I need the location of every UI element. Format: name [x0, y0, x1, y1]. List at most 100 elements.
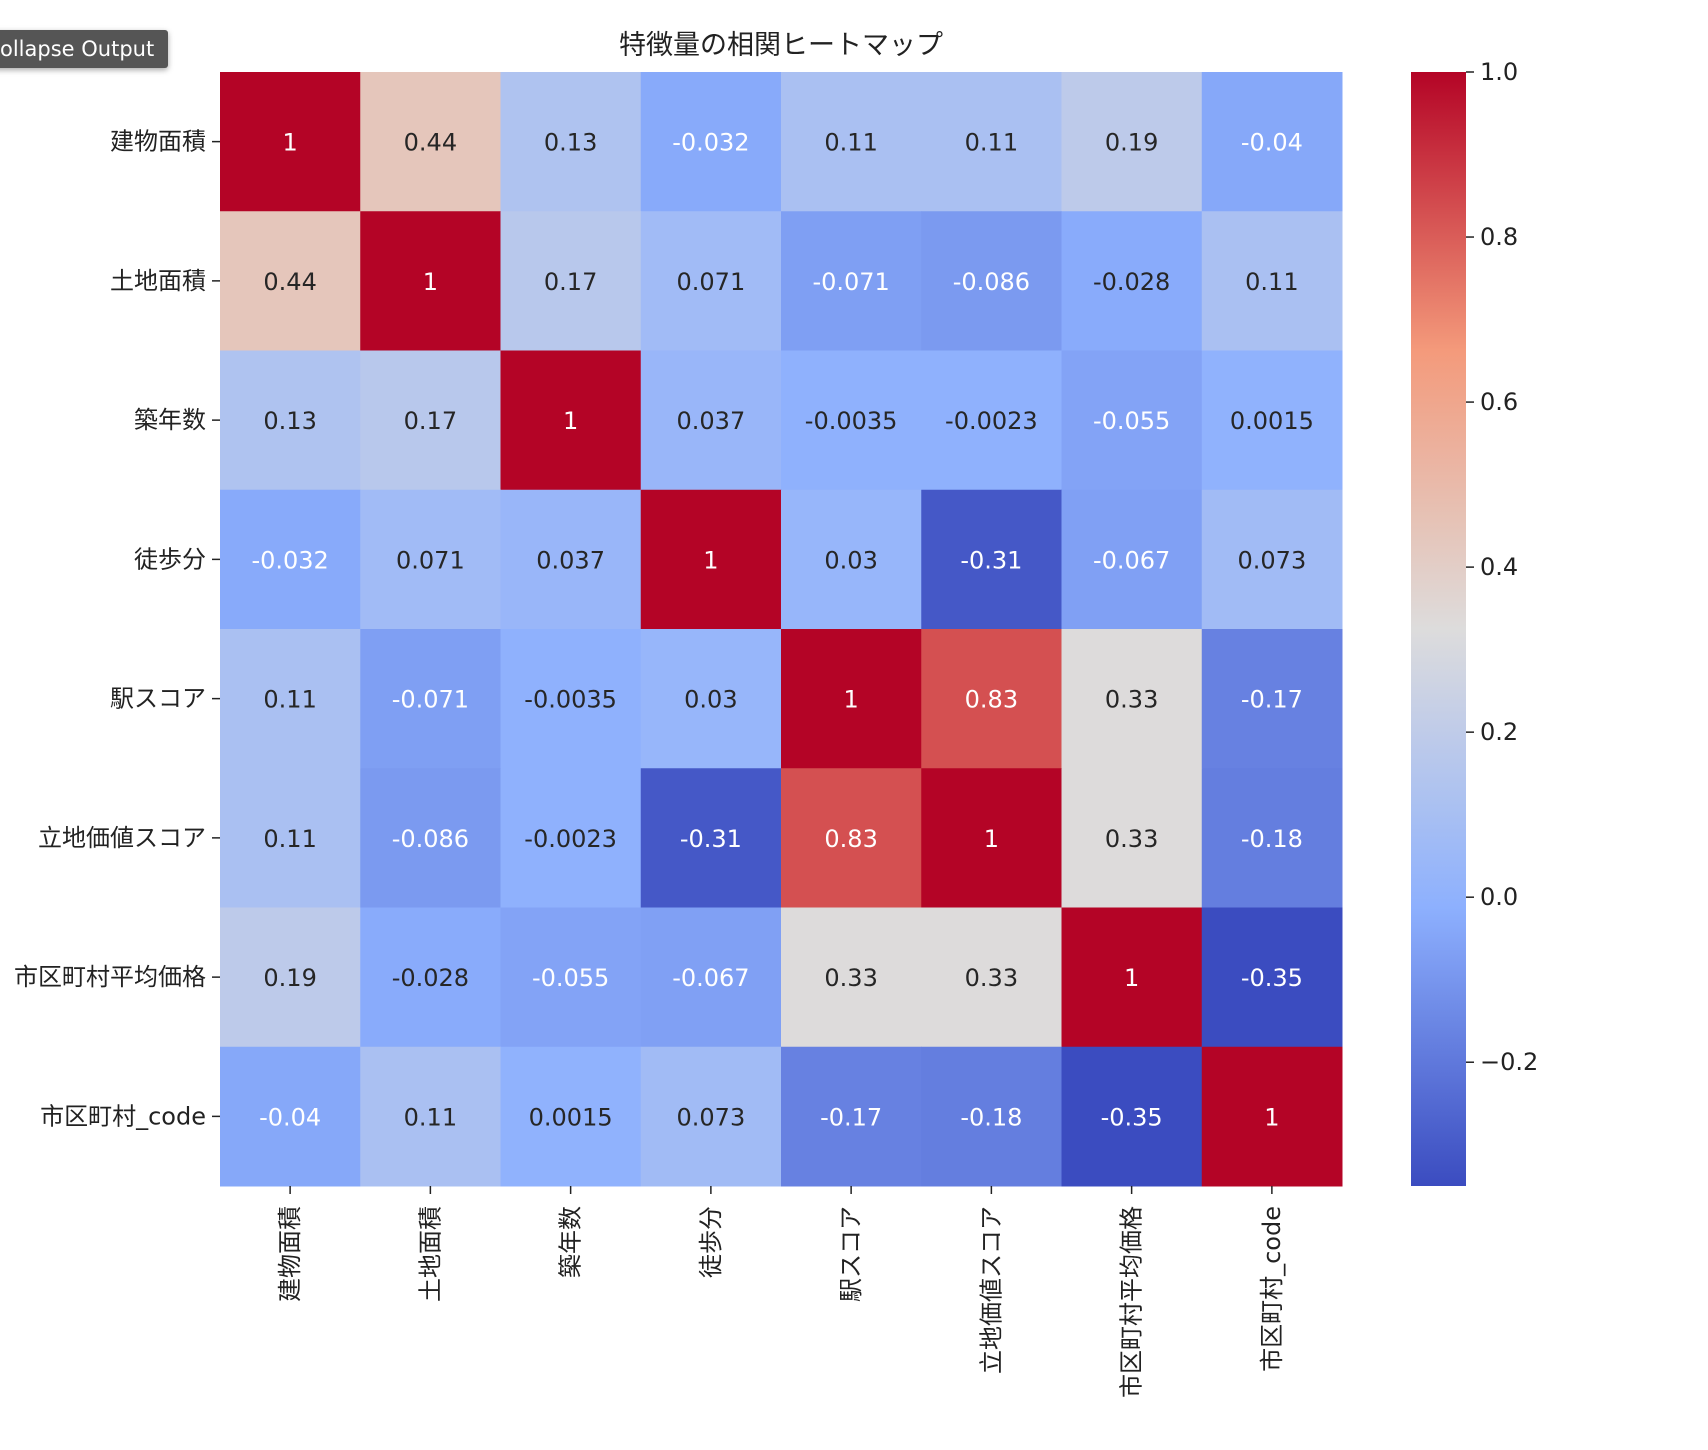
heatmap-cell — [360, 350, 501, 491]
heatmap-cell — [500, 350, 642, 491]
colorbar-tick-label: −0.2 — [1480, 1048, 1538, 1076]
cell-label: -0.17 — [820, 1103, 882, 1131]
chart-title: 特徴量の相関ヒートマップ — [619, 30, 943, 61]
heatmap-cell — [640, 1046, 782, 1187]
cell-label: -0.35 — [1101, 1103, 1163, 1131]
cell-label: -0.086 — [392, 825, 469, 853]
heatmap-cell — [781, 489, 922, 630]
cell-label: -0.055 — [1093, 407, 1170, 435]
colorbar-tick-label: 0.4 — [1480, 553, 1518, 581]
cell-label: -0.31 — [960, 546, 1022, 574]
colorbar-tick-label: 0.2 — [1480, 718, 1518, 746]
heatmap-cell — [640, 350, 782, 491]
heatmap-cell — [360, 489, 501, 630]
heatmap-cell — [921, 768, 1062, 908]
heatmap-cell — [640, 768, 782, 908]
cell-label: -0.17 — [1241, 686, 1303, 714]
y-tick-label: 駅スコア — [110, 685, 206, 713]
heatmap-cell — [500, 72, 642, 212]
heatmap-cell — [640, 72, 782, 212]
heatmap-cell — [781, 72, 922, 212]
heatmap-cell — [360, 907, 501, 1048]
heatmap-cell — [220, 350, 361, 491]
cell-label: 0.33 — [1105, 686, 1158, 714]
x-tick-label: 立地価値スコア — [977, 1206, 1005, 1374]
cell-label: -0.086 — [953, 268, 1030, 296]
y-tick-label: 立地価値スコア — [38, 824, 206, 852]
cell-label: 0.19 — [1105, 129, 1158, 157]
cell-label: -0.071 — [392, 686, 469, 714]
cell-label: 1 — [563, 407, 578, 435]
y-tick-label: 築年数 — [134, 406, 206, 434]
y-tick-label: 徒歩分 — [134, 545, 206, 573]
heatmap-cell — [781, 1046, 922, 1187]
heatmap-cell — [921, 72, 1062, 212]
cell-label: 1 — [423, 268, 438, 296]
heatmap-cell — [360, 211, 501, 351]
cell-label: 1 — [1264, 1103, 1279, 1131]
collapse-output-button[interactable]: ollapse Output — [0, 30, 169, 68]
x-tick-label: 築年数 — [557, 1206, 585, 1278]
heatmap-cell — [640, 489, 782, 630]
heatmap-cell — [220, 629, 361, 769]
heatmap-cell — [360, 768, 501, 908]
heatmap-cell — [220, 489, 361, 630]
heatmap-cell — [360, 1046, 501, 1187]
heatmap-cell — [500, 1046, 642, 1187]
heatmap-cell — [781, 350, 922, 491]
heatmap-cell — [1201, 1046, 1343, 1187]
heatmap-cell — [781, 629, 922, 769]
heatmap-cell — [921, 350, 1062, 491]
heatmap-cell — [1061, 768, 1203, 908]
cell-label: 0.0015 — [529, 1103, 613, 1131]
cell-label: 0.11 — [1245, 268, 1298, 296]
cell-label: 0.071 — [677, 268, 746, 296]
x-tick-label: 徒歩分 — [697, 1206, 725, 1278]
cell-label: 0.03 — [824, 546, 877, 574]
cell-label: 0.03 — [684, 686, 737, 714]
heatmap-cell — [640, 907, 782, 1048]
heatmap-cell — [1201, 350, 1343, 491]
cell-label: 0.44 — [263, 268, 316, 296]
heatmap-cell — [921, 907, 1062, 1048]
heatmap-cell — [500, 907, 642, 1048]
cell-label: -0.0035 — [524, 686, 617, 714]
x-tick-label: 土地面積 — [416, 1206, 444, 1302]
cell-label: 1 — [843, 686, 858, 714]
cell-label: 1 — [703, 546, 718, 574]
cell-label: -0.028 — [392, 964, 469, 992]
y-tick-label: 市区町村平均価格 — [14, 963, 206, 991]
heatmap-cell — [1061, 350, 1203, 491]
x-tick-label: 駅スコア — [837, 1206, 865, 1302]
heatmap-cell — [220, 1046, 361, 1187]
heatmap-cell — [500, 629, 642, 769]
x-tick-label: 市区町村平均価格 — [1118, 1206, 1146, 1398]
heatmap-cell — [1201, 489, 1343, 630]
heatmap-cell — [220, 211, 361, 351]
heatmap-cell — [640, 629, 782, 769]
y-tick-label: 土地面積 — [110, 267, 206, 295]
cell-label: -0.0023 — [524, 825, 617, 853]
cell-label: 0.33 — [965, 964, 1018, 992]
heatmap-cell — [1061, 72, 1203, 212]
heatmap-cell — [921, 1046, 1062, 1187]
colorbar-tick-label: 0.8 — [1480, 223, 1518, 251]
y-tick-label: 市区町村_code — [40, 1102, 206, 1130]
heatmap-cell — [781, 211, 922, 351]
heatmap-cell — [1201, 629, 1343, 769]
cell-label: 0.073 — [1238, 546, 1307, 574]
cell-label: 1 — [282, 129, 297, 157]
cell-label: -0.18 — [1241, 825, 1303, 853]
cell-label: 0.073 — [677, 1103, 746, 1131]
colorbar — [1411, 72, 1466, 1186]
cell-label: -0.067 — [672, 964, 749, 992]
cell-label: -0.055 — [532, 964, 609, 992]
heatmap-cell — [360, 629, 501, 769]
heatmap-cell — [781, 907, 922, 1048]
cell-label: -0.067 — [1093, 546, 1170, 574]
heatmap-cell — [1061, 211, 1203, 351]
heatmap-cell — [1061, 629, 1203, 769]
cell-label: -0.032 — [251, 546, 328, 574]
cell-label: 0.11 — [824, 129, 877, 157]
